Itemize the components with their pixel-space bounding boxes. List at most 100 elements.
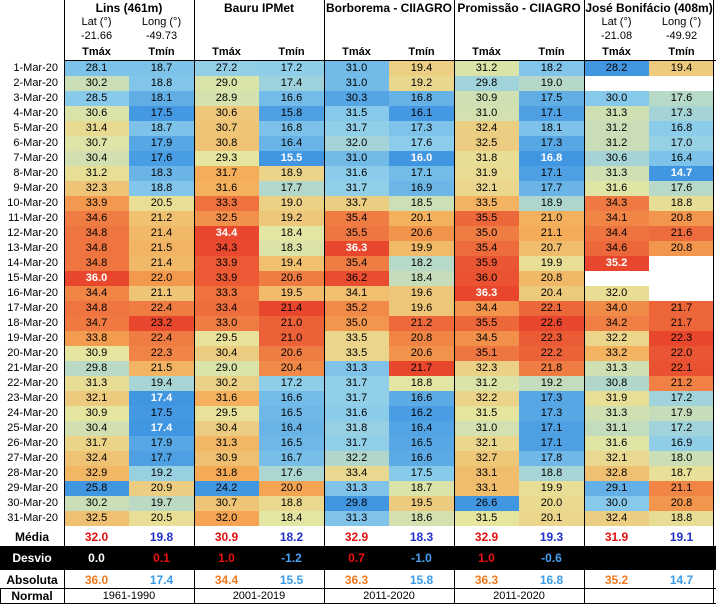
temperature-cell: 30.7 <box>64 136 129 151</box>
summary-label: Média <box>14 530 49 544</box>
date: 26-Mar-20 <box>7 437 58 449</box>
temperature-cell: 32.1 <box>584 451 649 466</box>
temperature-cell: 32.5 <box>194 211 259 226</box>
temperature-cell: 17.3 <box>649 106 714 121</box>
temperature-cell: 19.4 <box>129 376 194 391</box>
normal-label: Normal <box>11 589 53 603</box>
temperature-cell: 30.0 <box>584 496 649 511</box>
temperature-cell: 23.2 <box>129 316 194 331</box>
temperature-cell: 35.4 <box>324 211 389 226</box>
temperature-cell: 33.1 <box>454 481 519 496</box>
temperature-cell: 29.3 <box>194 151 259 166</box>
temperature-cell: 16.6 <box>389 451 454 466</box>
temperature-cell: 30.6 <box>64 106 129 121</box>
temperature-cell: 32.4 <box>454 121 519 136</box>
temperature-cell: 21.0 <box>519 211 584 226</box>
temperature-cell: 33.5 <box>324 346 389 361</box>
summary-value: 36.3 <box>474 573 499 587</box>
summary-value: 32.9 <box>474 530 499 544</box>
temperature-cell <box>649 256 714 271</box>
temperature-cell: 35.2 <box>584 256 649 271</box>
summary-value: 32.0 <box>84 530 109 544</box>
temperature-cell: 27.2 <box>194 61 259 76</box>
temperature-cell: 17.6 <box>129 151 194 166</box>
normal-period: 1961-1990 <box>102 590 156 602</box>
temperature-cell: 20.6 <box>389 226 454 241</box>
temperature-cell: 31.9 <box>454 166 519 181</box>
temperature-cell: 31.7 <box>324 376 389 391</box>
temperature-cell: 36.0 <box>64 271 129 286</box>
station-name: Lins (461m) <box>95 1 163 15</box>
date: 23-Mar-20 <box>7 392 58 404</box>
temperature-cell: 35.5 <box>454 211 519 226</box>
temperature-cell: 30.9 <box>64 346 129 361</box>
summary-value: 19.1 <box>669 530 694 544</box>
date: 31-Mar-20 <box>7 512 58 524</box>
temperature-cell: 32.0 <box>324 136 389 151</box>
temperature-cell: 21.2 <box>649 376 714 391</box>
temperature-cell: 32.2 <box>584 331 649 346</box>
temperature-cell: 22.1 <box>519 301 584 316</box>
row-divider <box>64 60 716 61</box>
temperature-cell: 30.8 <box>584 376 649 391</box>
temperature-cell: 31.0 <box>324 151 389 166</box>
temperature-cell: 18.1 <box>129 91 194 106</box>
summary-value: 36.0 <box>84 573 109 587</box>
column-header: Tmín <box>278 46 305 58</box>
temperature-cell: 31.0 <box>454 106 519 121</box>
summary-value: 32.9 <box>344 530 369 544</box>
temperature-cell: 33.1 <box>454 466 519 481</box>
temperature-cell: 34.6 <box>584 241 649 256</box>
temperature-cell: 32.5 <box>64 511 129 526</box>
temperature-cell: 31.2 <box>454 376 519 391</box>
summary-value: 15.5 <box>279 573 304 587</box>
date: 13-Mar-20 <box>7 242 58 254</box>
temperature-cell: 30.0 <box>584 91 649 106</box>
temperature-cell: 31.6 <box>324 166 389 181</box>
temperature-cell: 21.4 <box>129 226 194 241</box>
temperature-cell: 31.3 <box>584 166 649 181</box>
temperature-cell: 34.8 <box>64 301 129 316</box>
temperature-cell: 32.4 <box>64 451 129 466</box>
temperature-cell: 34.2 <box>584 316 649 331</box>
temperature-cell: 18.2 <box>389 256 454 271</box>
temperature-cell: 31.3 <box>324 481 389 496</box>
temperature-cell: 33.4 <box>194 301 259 316</box>
column-divider <box>64 0 65 604</box>
temperature-cell: 19.2 <box>519 376 584 391</box>
temperature-cell: 19.9 <box>389 241 454 256</box>
temperature-cell: 34.8 <box>64 241 129 256</box>
temperature-cell: 18.8 <box>259 496 324 511</box>
temperature-cell: 22.1 <box>649 361 714 376</box>
temperature-cell: 15.5 <box>259 151 324 166</box>
temperature-cell: 30.4 <box>64 151 129 166</box>
temperature-cell: 17.6 <box>259 466 324 481</box>
temperature-cell: 33.9 <box>64 196 129 211</box>
temperature-cell: 18.2 <box>519 61 584 76</box>
temperature-cell: 31.3 <box>584 406 649 421</box>
temperature-cell: 31.7 <box>324 121 389 136</box>
temperature-cell: 32.1 <box>454 436 519 451</box>
temperature-cell: 16.2 <box>389 406 454 421</box>
temperature-cell: 17.2 <box>649 421 714 436</box>
temperature-cell: 32.2 <box>324 451 389 466</box>
temperature-cell: 17.6 <box>389 136 454 151</box>
temperature-cell: 32.7 <box>454 451 519 466</box>
summary-value: 14.7 <box>669 573 694 587</box>
temperature-cell: 18.9 <box>519 196 584 211</box>
temperature-cell: 20.4 <box>519 286 584 301</box>
temperature-cell: 18.3 <box>129 166 194 181</box>
temperature-cell: 31.1 <box>584 421 649 436</box>
summary-value: 0.1 <box>153 551 170 565</box>
station-name: Borborema - CIIAGRO <box>325 1 452 15</box>
column-header: Tmín <box>538 46 565 58</box>
column-header: Tmín <box>148 46 175 58</box>
summary-value: -1.0 <box>411 551 432 565</box>
temperature-cell: 19.2 <box>259 211 324 226</box>
temperature-cell: 34.8 <box>64 256 129 271</box>
temperature-cell: 17.4 <box>129 391 194 406</box>
temperature-cell: 17.7 <box>129 451 194 466</box>
temperature-cell: 16.4 <box>259 421 324 436</box>
temperature-cell: 16.1 <box>389 106 454 121</box>
temperature-cell: 21.1 <box>519 226 584 241</box>
